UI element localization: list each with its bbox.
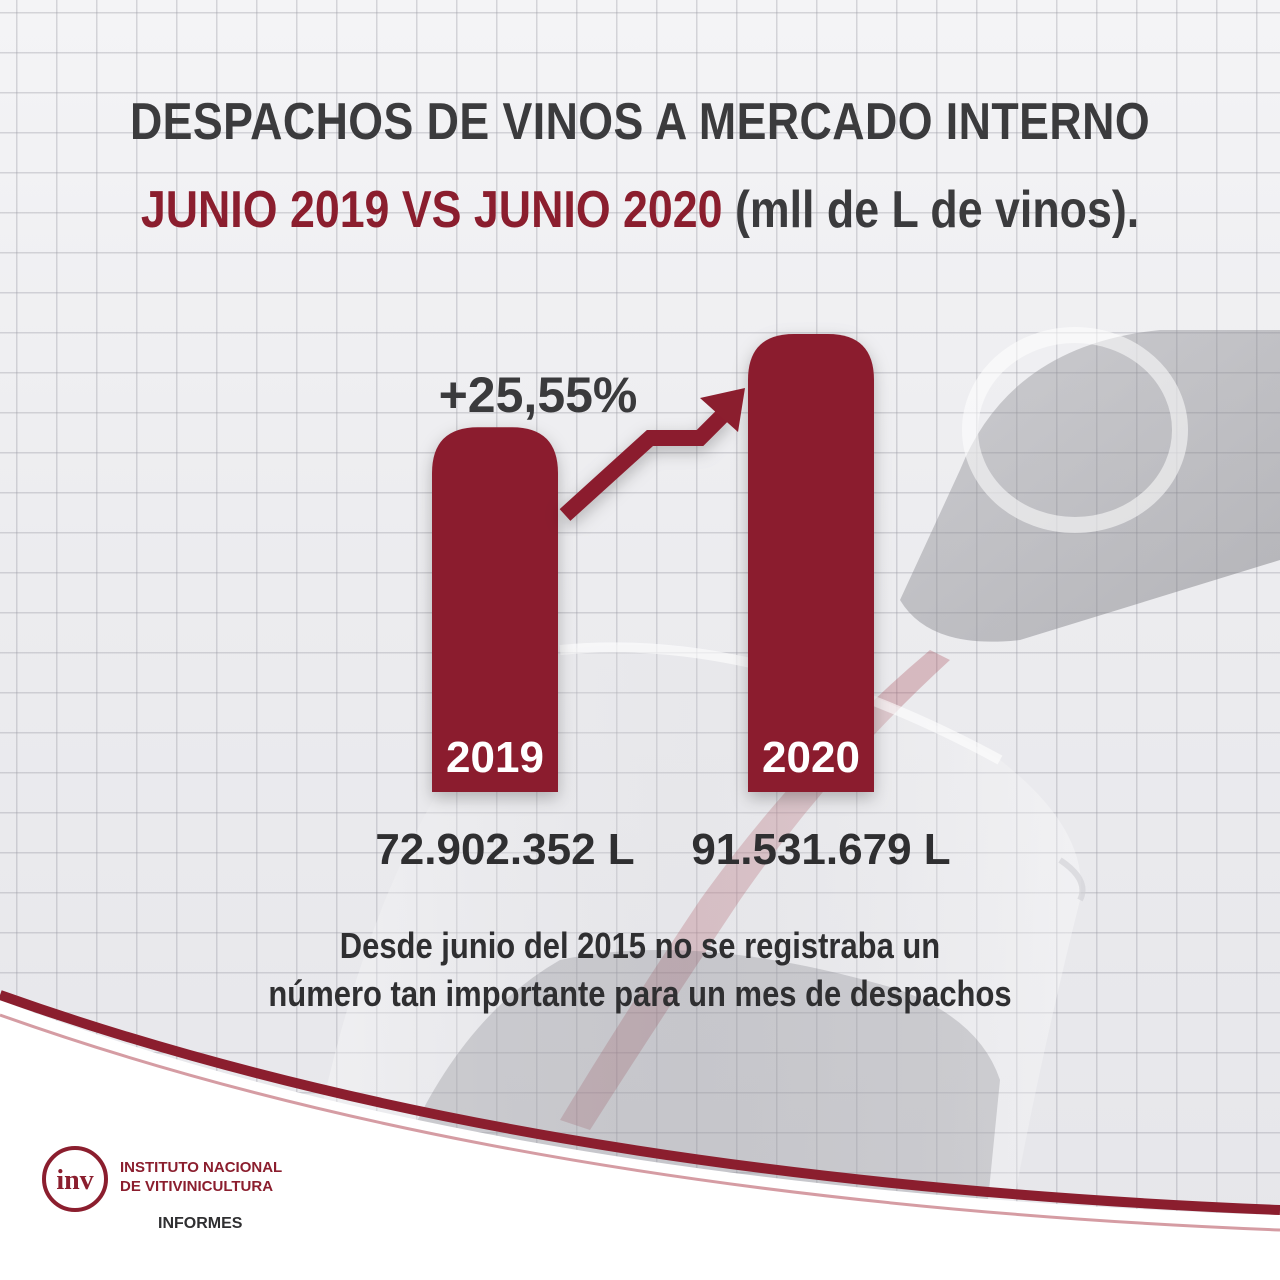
institute-name: INSTITUTO NACIONAL DE VITIVINICULTURA bbox=[120, 1159, 283, 1195]
title-period-highlight: JUNIO 2019 VS JUNIO 2020 bbox=[140, 181, 723, 239]
bar-category-label: 2019 bbox=[446, 733, 544, 782]
title-line-1: DESPACHOS DE VINOS A MERCADO INTERNO bbox=[129, 93, 1151, 151]
bar-2020 bbox=[748, 334, 874, 792]
change-percentage-label: +25,55% bbox=[439, 367, 638, 423]
bar-value-label: 91.531.679 L bbox=[691, 825, 950, 874]
footnote-line-1: Desde junio del 2015 no se registraba un bbox=[339, 925, 941, 966]
inv-logo-icon: inv bbox=[42, 1146, 108, 1212]
growth-arrow-icon bbox=[559, 388, 745, 521]
title-unit-note: (mll de L de vinos). bbox=[722, 181, 1140, 239]
inv-logo: inv INSTITUTO NACIONAL DE VITIVINICULTUR… bbox=[40, 1140, 320, 1250]
svg-text:inv: inv bbox=[56, 1165, 93, 1196]
title-line-2: JUNIO 2019 VS JUNIO 2020 (mll de L de vi… bbox=[90, 180, 1191, 240]
bar-2019 bbox=[432, 427, 558, 792]
section-label: INFORMES bbox=[158, 1215, 243, 1232]
bar-value-label: 72.902.352 L bbox=[375, 825, 634, 874]
footnote: Desde junio del 2015 no se registraba un… bbox=[90, 922, 1191, 1018]
bar-category-label: 2020 bbox=[762, 733, 860, 782]
footnote-line-2: número tan importante para un mes de des… bbox=[268, 973, 1012, 1014]
